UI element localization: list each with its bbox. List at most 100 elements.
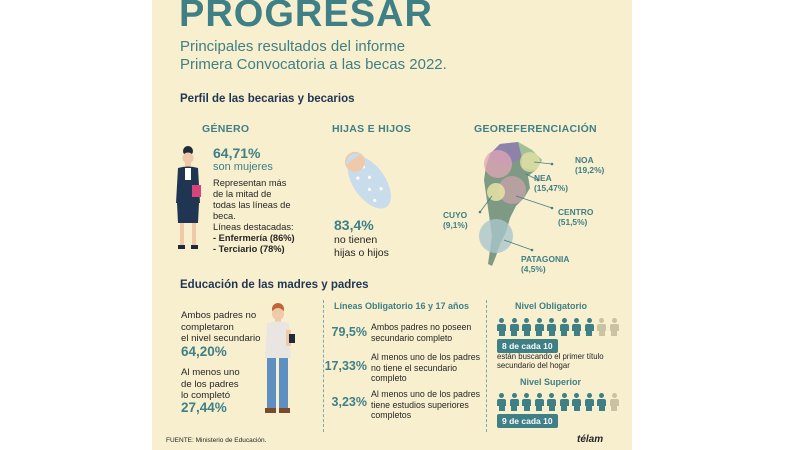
region-nea: NEA (15,47%) xyxy=(534,173,568,193)
person-icon-part xyxy=(589,330,592,336)
person-icon-part xyxy=(572,323,581,331)
superior-badge: 9 de cada 10 xyxy=(497,414,558,428)
genero-text-5: Líneas destacadas: xyxy=(213,222,294,232)
person-icon xyxy=(497,318,506,336)
person-icon-part xyxy=(539,405,542,411)
person-icon-part xyxy=(522,398,531,406)
obligatorio-badge: 8 de cada 10 xyxy=(497,339,558,353)
region-nea-name: NEA xyxy=(534,173,552,183)
person-icon-part xyxy=(611,330,614,336)
person-icon-part xyxy=(498,405,502,411)
person-icon-part xyxy=(511,318,517,323)
hijos-percent: 83,4% xyxy=(334,217,374,233)
person-icon-part xyxy=(561,393,567,398)
person-icon-part xyxy=(511,405,514,411)
person-icon xyxy=(497,393,506,411)
person-icon-part xyxy=(547,323,556,331)
obligatorio-text-1: están buscando el primer título xyxy=(497,352,604,361)
person-icon xyxy=(547,393,556,411)
person-icon xyxy=(584,393,594,411)
person-icon-part xyxy=(501,405,505,411)
region-centro: CENTRO (51,5%) xyxy=(558,207,593,227)
person-icon-part xyxy=(509,323,519,331)
region-noa-value: (19,2%) xyxy=(575,165,605,175)
person-icon-part xyxy=(598,405,602,411)
person-icon-part xyxy=(498,330,502,336)
left-line-2: completaron xyxy=(181,321,234,333)
baby-illustration xyxy=(344,151,391,209)
person-icon-part xyxy=(576,405,580,411)
person-icon-part xyxy=(523,330,527,336)
person-icon-part xyxy=(611,393,617,398)
person-icon-part xyxy=(497,398,506,406)
obligatorio-heading: Nivel Obligatorio xyxy=(515,301,588,311)
left-line-4: Al menos uno xyxy=(181,367,240,378)
person-icon-part xyxy=(573,405,577,411)
person-icon-part xyxy=(601,405,605,411)
geo-heading: GEOREFERENCIACIÓN xyxy=(474,123,597,135)
person-icon-part xyxy=(536,405,539,411)
educacion-heading: Educación de las madres y padres xyxy=(180,279,369,291)
obligatorio-text-2: secundario del hogar xyxy=(497,361,570,370)
person-icon-part xyxy=(526,405,530,411)
left-line-3: el nivel secundario xyxy=(181,333,261,344)
lineas-2-line-3: completo xyxy=(371,373,407,383)
person-icon-part xyxy=(586,393,592,398)
educacion-left-text-2: Al menos uno de los padres lo completó xyxy=(181,367,269,402)
region-centro-value: (51,5%) xyxy=(558,217,588,227)
person-icon-part xyxy=(536,318,542,323)
person-icon-part xyxy=(526,330,530,336)
genero-text-1: Representan más xyxy=(213,178,287,188)
superior-people xyxy=(497,393,627,413)
lineas-2-line-2: no tiene el secundario xyxy=(371,362,458,373)
person-icon xyxy=(522,318,531,336)
person-icon xyxy=(597,393,606,411)
person-icon-part xyxy=(551,405,555,411)
person-icon-part xyxy=(589,405,592,411)
genero-percent: 64,71% xyxy=(213,145,261,161)
genero-text-4: beca. xyxy=(213,211,236,221)
person-icon-part xyxy=(561,330,564,336)
person-icon xyxy=(547,318,556,336)
person-icon-part xyxy=(548,330,552,336)
person-icon-part xyxy=(614,330,617,336)
region-centro-name: CENTRO xyxy=(558,207,594,217)
hijos-text-2: hijas o hijos xyxy=(334,246,389,259)
subtitle-line-2: Primera Convocatoria a las becas 2022. xyxy=(180,56,447,73)
person-icon-part xyxy=(584,323,594,331)
person-icon xyxy=(609,318,619,336)
person-icon-part xyxy=(551,330,555,336)
lineas-text-3: Al menos uno de los padres tiene estudio… xyxy=(371,389,480,421)
person-icon-part xyxy=(564,405,567,411)
person-icon xyxy=(572,318,581,336)
lineas-1-line-1: Ambos padres no poseen xyxy=(371,322,472,332)
argentina-map xyxy=(478,142,554,266)
person-icon-part xyxy=(549,318,554,323)
person-icon-part xyxy=(609,323,619,331)
obligatorio-text: están buscando el primer título secundar… xyxy=(497,352,604,370)
genero-sub: son mujeres xyxy=(213,161,273,173)
pct-27: 27,44% xyxy=(181,400,227,415)
person-icon-part xyxy=(586,318,592,323)
left-line-6: lo completó xyxy=(181,390,231,401)
person-icon xyxy=(609,393,619,411)
person-icon-part xyxy=(564,330,567,336)
person-icon xyxy=(534,393,544,411)
subtitle: Principales resultados del informe Prime… xyxy=(180,38,620,74)
region-noa-name: NOA xyxy=(575,155,594,165)
region-patagonia-name: PATAGONIA xyxy=(521,254,570,264)
lineas-text-2: Al menos uno de los padres no tiene el s… xyxy=(371,352,480,384)
person-icon-part xyxy=(576,330,580,336)
person-icon-part xyxy=(561,318,567,323)
person-icon-part xyxy=(511,330,514,336)
man-illustration xyxy=(265,303,295,413)
obligatorio-people xyxy=(497,318,627,338)
lineas-3-line-3: completos xyxy=(371,410,412,420)
person-icon xyxy=(509,318,519,336)
genero-text: Representan más de la mitad de todas las… xyxy=(213,178,333,255)
person-icon xyxy=(572,393,581,411)
person-icon-part xyxy=(501,330,505,336)
lineas-pct-2: 17,33% xyxy=(324,359,367,373)
region-cuyo-name: CUYO xyxy=(443,210,468,220)
person-icon-part xyxy=(597,398,606,406)
